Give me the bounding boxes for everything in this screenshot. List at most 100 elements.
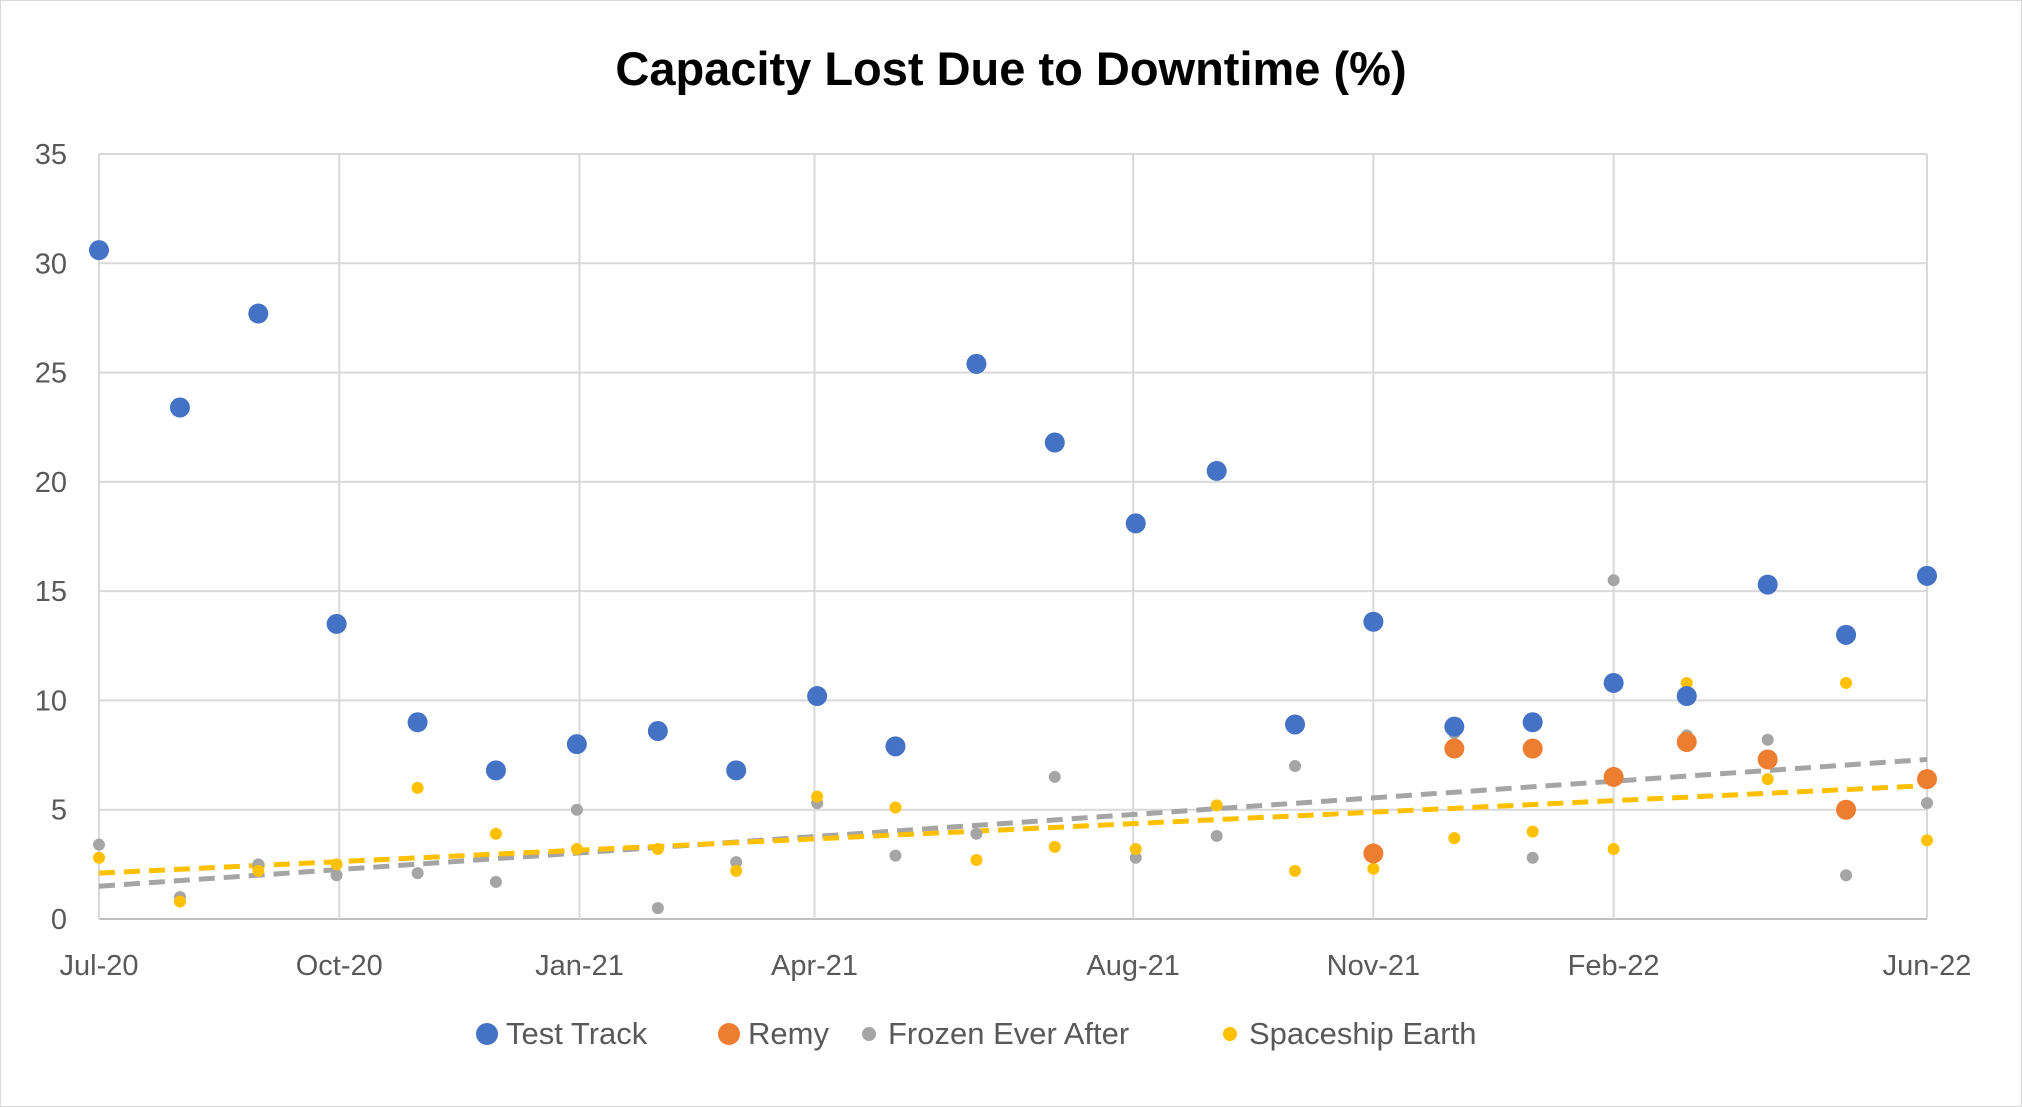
data-point xyxy=(1289,760,1302,772)
data-point xyxy=(93,851,105,864)
data-point xyxy=(1757,749,1778,770)
x-tick-label: Aug-21 xyxy=(1086,950,1180,982)
data-point xyxy=(1522,738,1543,759)
data-point xyxy=(1210,829,1223,842)
data-point xyxy=(411,867,424,880)
data-point xyxy=(1289,864,1302,877)
x-tick-label: Nov-21 xyxy=(1327,950,1421,982)
data-point xyxy=(173,895,186,908)
data-point xyxy=(1917,769,1937,790)
data-points xyxy=(89,240,1937,915)
data-point xyxy=(730,856,743,869)
x-tick-label: Jul-20 xyxy=(60,950,139,982)
data-point xyxy=(1048,840,1061,853)
data-point xyxy=(726,760,747,781)
data-point xyxy=(970,827,983,840)
data-point xyxy=(1210,799,1223,812)
data-point xyxy=(489,827,502,840)
trendline xyxy=(98,756,1928,889)
data-point xyxy=(252,864,265,877)
data-point xyxy=(326,613,347,634)
data-point xyxy=(570,843,583,856)
data-point xyxy=(485,760,506,781)
data-point xyxy=(1757,574,1778,595)
data-point xyxy=(1129,843,1142,856)
data-point xyxy=(411,781,424,794)
data-point xyxy=(1680,676,1693,689)
x-tick-label: Jan-21 xyxy=(535,950,624,982)
x-tick-label: Feb-22 xyxy=(1568,950,1660,982)
x-tick-label: Apr-21 xyxy=(771,950,858,982)
data-point xyxy=(651,902,664,915)
data-point xyxy=(1444,716,1465,737)
data-point xyxy=(1044,432,1065,453)
y-tick-label: 25 xyxy=(35,358,67,390)
y-axis-ticks: 0 5 10 15 20 25 30 35 xyxy=(35,139,67,936)
data-point xyxy=(1125,513,1146,534)
gridlines xyxy=(98,153,1928,920)
data-point xyxy=(1129,851,1142,864)
x-tick-label: Oct-20 xyxy=(296,950,383,982)
legend-label: Spaceship Earth xyxy=(1249,1016,1476,1051)
legend-marker xyxy=(476,1023,498,1045)
data-point xyxy=(651,843,664,856)
data-point xyxy=(330,858,343,871)
legend-marker xyxy=(862,1027,876,1041)
data-point xyxy=(1285,714,1306,735)
data-point xyxy=(1921,797,1933,810)
legend: Test Track Remy Frozen Ever After Spaceship… xyxy=(476,1016,1476,1051)
data-point xyxy=(1522,712,1543,733)
data-point xyxy=(407,712,428,733)
data-point xyxy=(566,734,587,755)
data-point xyxy=(811,790,824,803)
data-point xyxy=(89,240,109,261)
data-point xyxy=(1448,832,1461,845)
data-point xyxy=(1836,799,1857,820)
data-point xyxy=(1917,565,1937,586)
data-point xyxy=(970,853,983,866)
data-point xyxy=(1607,843,1620,856)
data-point xyxy=(93,838,105,851)
data-point xyxy=(1444,738,1465,759)
data-point xyxy=(889,849,902,862)
legend-marker xyxy=(1223,1027,1237,1041)
legend-label: Remy xyxy=(748,1016,829,1051)
data-point xyxy=(885,736,906,757)
data-point xyxy=(1676,731,1697,752)
data-point xyxy=(1206,460,1227,481)
data-point xyxy=(807,686,828,707)
legend-label: Test Track xyxy=(506,1016,648,1051)
y-tick-label: 10 xyxy=(35,685,67,717)
y-tick-label: 5 xyxy=(51,795,67,827)
data-point xyxy=(1526,851,1539,864)
y-tick-label: 15 xyxy=(35,576,67,608)
y-tick-label: 0 xyxy=(51,904,67,936)
data-point xyxy=(1526,825,1539,838)
trendline xyxy=(98,783,1928,876)
x-tick-label: Jun-22 xyxy=(1883,950,1972,982)
data-point xyxy=(1363,843,1384,864)
legend-label: Frozen Ever After xyxy=(888,1016,1129,1051)
y-tick-label: 30 xyxy=(35,248,67,280)
data-point xyxy=(1363,611,1384,632)
data-point xyxy=(169,397,190,418)
data-point xyxy=(730,864,743,877)
data-point xyxy=(1367,862,1380,875)
data-point xyxy=(1921,834,1933,847)
data-point xyxy=(1048,770,1061,783)
y-tick-label: 35 xyxy=(35,139,67,171)
data-point xyxy=(966,353,987,374)
data-point xyxy=(1836,624,1857,645)
data-point xyxy=(570,803,583,816)
data-point xyxy=(889,801,902,814)
data-point xyxy=(1840,869,1853,882)
data-point xyxy=(1840,676,1853,689)
data-point xyxy=(1761,773,1774,786)
x-axis-ticks: Jul-20 Oct-20 Jan-21 Apr-21 Aug-21 Nov-21 Feb-… xyxy=(60,950,1972,982)
data-point xyxy=(1603,766,1624,787)
y-tick-label: 20 xyxy=(35,467,67,499)
trendlines xyxy=(98,756,1928,889)
data-point xyxy=(489,875,502,888)
